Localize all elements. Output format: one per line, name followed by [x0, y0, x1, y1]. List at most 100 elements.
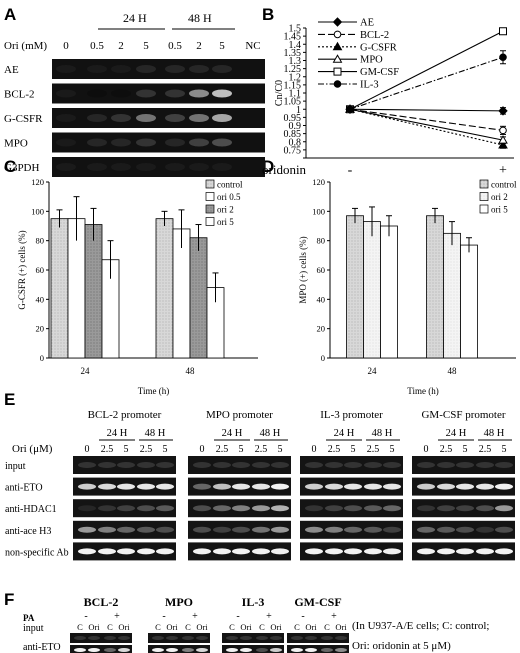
panel-f-pa-minus: - — [236, 611, 239, 622]
panel-f-row-label: input — [23, 623, 44, 634]
panel-a-lane-label: 5 — [143, 40, 149, 52]
panel-f-lane-label: C — [77, 622, 83, 632]
panel-a-band — [87, 163, 107, 171]
panel-e-band — [232, 462, 250, 468]
panel-b-legend-label: IL-3 — [360, 80, 379, 91]
panel-b-legend-label: MPO — [360, 55, 383, 66]
panel-a-band — [111, 89, 131, 98]
panel-c-legend-swatch — [205, 179, 215, 189]
panel-a-lane-label: 2 — [196, 40, 202, 52]
panel-e-band — [364, 526, 382, 533]
panel-e-band — [213, 483, 231, 490]
panel-b-data-point — [498, 139, 508, 149]
panel-b-legend-marker — [332, 54, 343, 63]
panel-c-x-axis-label: Time (h) — [138, 386, 169, 396]
panel-b-data-point — [499, 53, 507, 62]
panel-f-note-line2: Ori: oridonin at 5 μM) — [352, 640, 451, 652]
panel-f-band — [118, 648, 130, 652]
panel-e-band — [437, 505, 455, 512]
panel-e-band — [476, 483, 494, 490]
panel-c-x-tick-label: 48 — [186, 366, 196, 376]
panel-f-row-label: anti-ETO — [23, 642, 61, 653]
panel-e-band — [495, 505, 513, 512]
panel-e-band — [344, 462, 362, 468]
panel-f-gene-title: MPO — [165, 595, 193, 609]
panel-d-y-tick-label: 60 — [317, 265, 326, 275]
panel-f-band — [256, 648, 268, 652]
panel-e-band — [232, 483, 250, 490]
panel-d-legend-swatch — [479, 192, 489, 201]
panel-e-lane-label: 2.5 — [440, 444, 453, 455]
panel-e-band — [117, 462, 135, 468]
panel-a-band — [212, 114, 232, 122]
panel-a-lane-label: 0.5 — [90, 40, 104, 52]
panel-e-band — [495, 462, 513, 468]
panel-f-band — [270, 636, 282, 640]
panel-f-band — [74, 636, 86, 640]
panel-e-row-label: anti-ETO — [5, 483, 43, 494]
panel-b-legend-label: GM-CSF — [360, 67, 399, 78]
panel-f-note-line1: (In U937-A/E cells; C: control; — [352, 620, 489, 632]
panel-d-legend-label: ori 5 — [491, 205, 508, 215]
panel-e-lane-label: 2.5 — [367, 444, 380, 455]
panel-f-band — [166, 636, 178, 640]
panel-a-band — [165, 65, 185, 73]
panel-e-lane-label: 5 — [239, 444, 244, 455]
panel-f-band — [104, 648, 116, 652]
panel-a-band — [136, 138, 156, 147]
panel-e-band — [137, 526, 155, 533]
panel-f-band — [305, 648, 317, 652]
panel-e-band — [252, 483, 270, 490]
panel-e-lane-label: 5 — [502, 444, 507, 455]
panel-f-band — [182, 636, 194, 640]
panel-c-legend-swatch — [205, 204, 215, 214]
panel-e-lane-label: 0 — [200, 444, 205, 455]
panel-c-bar — [84, 224, 103, 359]
panel-a-gene-label: G3PDH — [4, 162, 40, 174]
panel-f-band — [335, 636, 347, 640]
panel-b-legend-label: BCL-2 — [360, 30, 389, 41]
panel-e-band — [325, 483, 343, 490]
panel-e-band — [271, 526, 289, 533]
panel-f-band — [104, 636, 116, 640]
panel-f-gene-title: IL-3 — [242, 595, 265, 609]
panel-a-band — [189, 65, 209, 73]
panel-e-band — [417, 505, 435, 512]
panel-e-lane-label: 2.5 — [140, 444, 153, 455]
panel-a-gel-strip — [52, 108, 265, 128]
panel-f-band — [321, 636, 333, 640]
panel-a-band — [56, 163, 76, 171]
panel-b-y-axis-label: Cn/C0 — [274, 80, 285, 106]
panel-f-lane-label: C — [259, 622, 265, 632]
panel-b-y-tick-label: 1.3 — [289, 56, 302, 67]
panel-a-band — [189, 163, 209, 171]
panel-b-y-tick-label: 0.75 — [284, 145, 302, 156]
panel-a-gel-strip — [52, 157, 265, 177]
panel-e-time-48h: 48 H — [145, 428, 166, 439]
panel-d-bar — [426, 215, 444, 359]
panel-e-band — [117, 483, 135, 490]
panel-f-band — [226, 636, 238, 640]
panel-e-band — [305, 483, 323, 490]
panel-c-y-tick-label: 20 — [36, 324, 45, 334]
panel-b-legend-marker — [333, 67, 342, 76]
panel-a-band — [111, 138, 131, 147]
panel-b-x-axis-label: oridonin — [262, 162, 307, 177]
panel-e-band — [117, 548, 135, 555]
panel-a-lane-label: 0 — [63, 40, 69, 52]
panel-e-row-label: input — [5, 461, 26, 472]
panel-a-band — [56, 114, 76, 122]
panel-b-y-tick-label: 1.15 — [284, 80, 302, 91]
panel-b-y-tick-label: 0.95 — [284, 113, 302, 124]
panel-a-band — [111, 65, 131, 73]
panel-e-band — [417, 526, 435, 533]
panel-e-band — [98, 548, 116, 555]
panel-e-band — [437, 548, 455, 555]
panel-e-lane-label: 5 — [463, 444, 468, 455]
panel-a-gel-strip — [52, 59, 265, 79]
panel-d-legend-swatch — [479, 179, 489, 189]
panel-f-band — [182, 648, 194, 652]
panel-c-y-tick-label: 120 — [31, 177, 44, 187]
panel-e-band — [383, 462, 401, 468]
panel-e-lane-label: 2.5 — [255, 444, 268, 455]
